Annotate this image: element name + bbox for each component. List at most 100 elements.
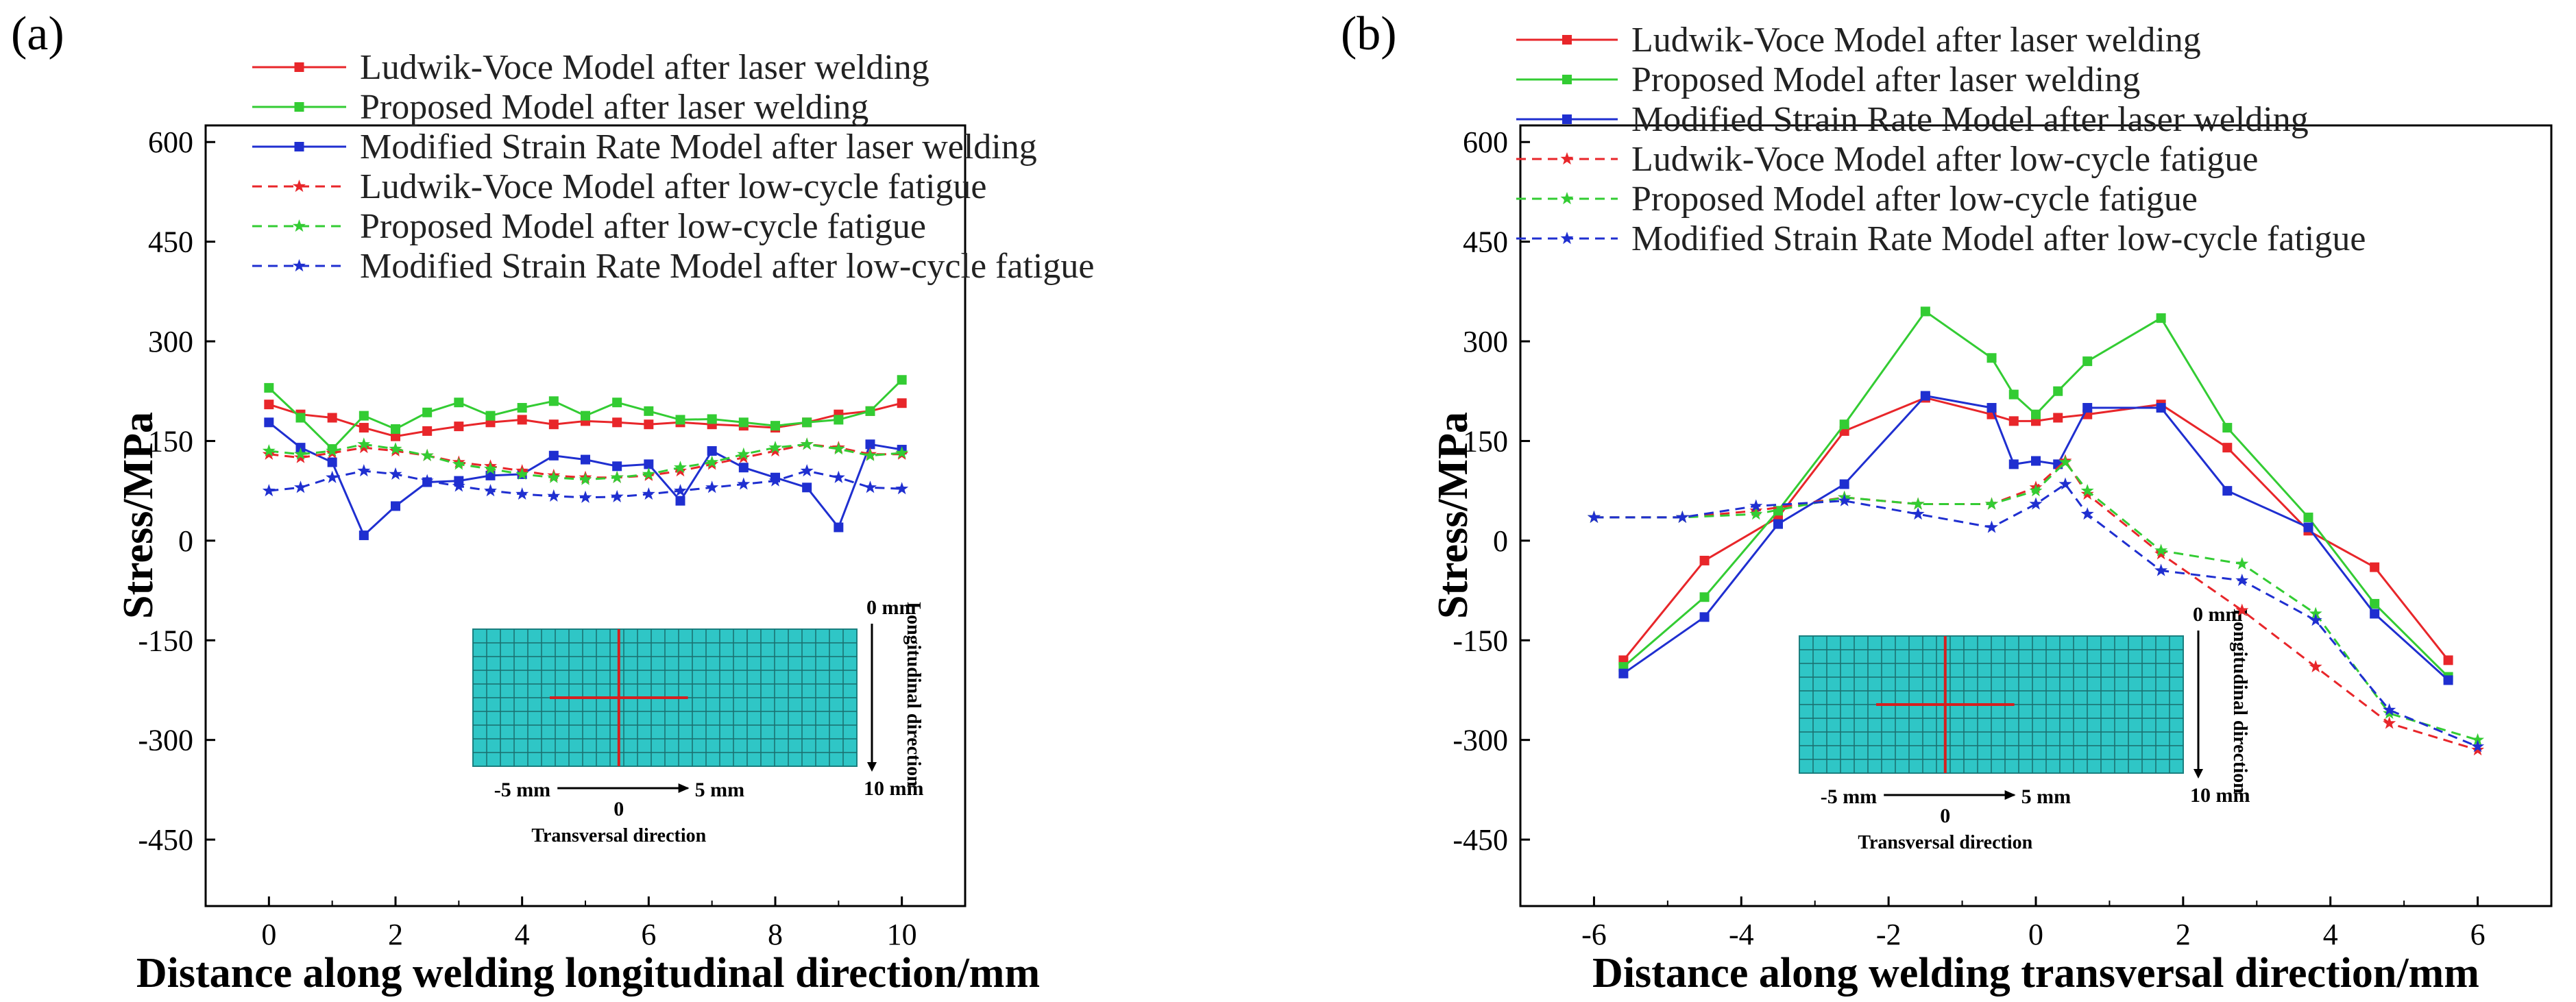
data-point [264,382,274,393]
data-point [485,470,496,480]
x-tick-label: 0 [261,918,276,951]
data-point [897,398,907,408]
data-point [454,398,464,408]
panel-b: (b) -450 -300 -150 0 150 300 450 600 -6 -4 -2 0 2 4 6Di… [1341,8,2553,997]
data-point [2309,607,2322,620]
data-point [2303,512,2313,522]
data-point [644,459,654,469]
data-point [674,484,687,497]
data-point [802,417,812,428]
legend-marker [1560,192,1574,205]
series-5 [262,437,909,485]
data-point [1749,499,1763,512]
data-point [2053,386,2063,396]
panel-label: (a) [11,8,64,60]
data-point [738,417,749,428]
data-point [2053,413,2063,423]
data-point [2370,562,2380,572]
y-tick-label: -450 [138,823,193,857]
data-point [326,444,339,457]
series-2 [264,375,907,454]
data-point [2031,456,2041,466]
data-point [1986,402,1997,413]
inset-transverse-label: Transversal direction [531,825,706,846]
inset-bottom-label: 10 mm [864,777,923,800]
data-point [420,474,434,487]
y-tick-label: 150 [1463,424,1508,458]
data-point [831,470,845,483]
series-line [1594,459,2479,751]
data-point [675,496,685,506]
data-point [2303,522,2313,533]
y-tick-label: 0 [1493,524,1508,558]
data-point [2222,443,2233,453]
data-point [294,480,307,493]
inset-arrow-head [2194,769,2203,779]
legend-entry: Ludwik-Voce Model after low-cycle fatigu… [360,167,986,206]
legend-entry: Proposed Model after laser welding [360,88,868,127]
legend-marker [293,180,306,193]
data-point [262,484,276,497]
x-tick-label: -2 [1876,918,1901,951]
series-6 [262,464,909,503]
data-point [2235,557,2249,570]
data-point [295,413,306,423]
data-point [1749,507,1763,520]
y-tick-label: 150 [148,424,193,458]
y-axis-title: Stress/MPa [115,412,162,619]
data-point [579,472,592,485]
legend-marker [1562,114,1572,124]
data-point [2080,484,2094,497]
x-tick-label: 4 [2323,918,2338,951]
data-point [737,477,751,490]
data-point [264,417,274,428]
data-point [642,467,655,480]
data-point [326,470,339,483]
legend-entry: Modified Strain Rate Model after low-cyc… [360,247,1094,286]
legend-entry: Proposed Model after low-cycle fatigue [1631,180,2198,219]
legend-entry: Ludwik-Voce Model after low-cycle fatigu… [1631,140,2258,179]
y-tick-label: -300 [1453,724,1508,757]
y-tick-label: 450 [1463,225,1508,259]
data-point [1985,520,1999,533]
data-point [674,461,687,474]
data-point [612,461,622,472]
x-tick-label: 2 [388,918,403,951]
data-point [610,470,624,483]
data-point [707,445,717,456]
data-point [2383,716,2396,729]
data-point [2309,613,2322,626]
inset-left-label: -5 mm [1821,785,1877,808]
series-5 [1587,455,2485,746]
data-point [548,450,559,461]
data-point [705,455,719,468]
data-point [2235,603,2249,616]
y-tick-label: 450 [148,225,193,259]
data-point [548,396,559,406]
data-point [1618,668,1629,679]
legend-marker [293,259,306,272]
data-point [1587,510,1601,523]
inset-longitudinal-label: Longitudinal direction [903,602,924,787]
data-point [391,501,400,511]
legend-entry: Proposed Model after low-cycle fatigue [360,207,926,246]
data-point [802,482,812,493]
data-point [2156,402,2166,413]
data-point [834,415,844,425]
data-point [800,464,814,477]
data-point [515,467,529,480]
y-tick-label: 300 [1463,325,1508,358]
data-point [262,444,276,457]
inset-arrow-head [2004,790,2016,800]
data-point [2471,733,2485,746]
inset-longitudinal-label: Longitudinal direction [2229,609,2250,794]
data-point [579,490,592,503]
data-point [800,437,814,450]
data-point [517,415,527,425]
x-tick-label: 0 [2028,918,2043,951]
data-point [2156,313,2166,323]
